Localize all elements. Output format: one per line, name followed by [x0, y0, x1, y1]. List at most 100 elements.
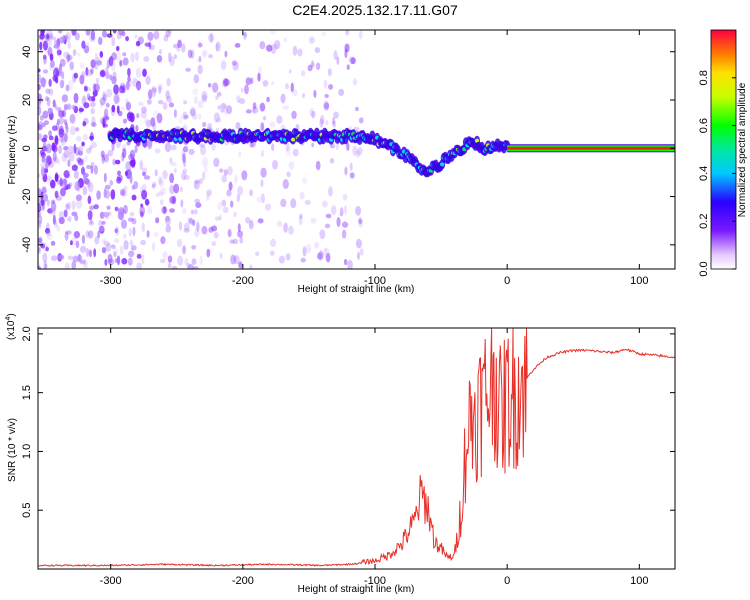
noise-blob [67, 255, 74, 260]
noise-blob [171, 265, 178, 269]
noise-blob [63, 103, 68, 111]
noise-blob [260, 193, 266, 204]
noise-blob [329, 157, 335, 164]
noise-blob [60, 187, 66, 197]
noise-blob [194, 198, 200, 204]
noise-blob [96, 190, 101, 200]
spectrogram-x-label: Height of straight line (km) [298, 284, 415, 295]
noise-blob [122, 52, 127, 57]
noise-blob [77, 158, 84, 166]
noise-blob [213, 231, 219, 239]
noise-blob [53, 156, 59, 164]
noise-blob [301, 177, 308, 184]
noise-blob [38, 236, 43, 244]
noise-blob [89, 219, 93, 224]
noise-blob [233, 211, 237, 218]
noise-blob [169, 184, 175, 195]
noise-blob [83, 155, 89, 163]
noise-blob [83, 258, 87, 266]
noise-blob [136, 113, 140, 119]
noise-blob [292, 45, 298, 56]
noise-blob [75, 127, 80, 132]
noise-blob [168, 30, 173, 35]
noise-blob [158, 176, 163, 185]
noise-blob [187, 49, 193, 59]
noise-blob [208, 33, 215, 43]
spectrogram-y-tick-label: 40 [21, 46, 33, 58]
noise-blob [201, 94, 208, 103]
noise-blob [93, 164, 98, 175]
noise-blob [38, 247, 42, 255]
noise-blob [87, 210, 93, 221]
noise-blob [266, 96, 270, 103]
noise-blob [154, 148, 161, 154]
noise-blob [298, 215, 303, 226]
snr-frame [37, 327, 676, 570]
noise-blob [229, 239, 235, 244]
noise-blob [64, 35, 69, 40]
noise-blob [181, 43, 186, 53]
noise-blob [202, 49, 208, 58]
noise-blob [58, 217, 65, 222]
noise-blob [134, 145, 138, 154]
noise-blob [177, 39, 182, 49]
noise-blob [321, 200, 328, 208]
noise-blob [355, 205, 362, 216]
noise-blob [310, 62, 316, 69]
noise-blob [59, 79, 65, 89]
noise-blob [47, 160, 55, 168]
noise-blob [144, 117, 148, 126]
noise-blob [54, 174, 59, 183]
noise-blob [343, 258, 348, 266]
spectrogram-frame [37, 29, 676, 270]
noise-blob [95, 60, 103, 66]
noise-blob [165, 30, 171, 38]
noise-blob [215, 118, 222, 123]
noise-blob [183, 158, 187, 168]
noise-blob [88, 249, 92, 258]
noise-blob [141, 222, 145, 233]
noise-blob [284, 37, 287, 43]
noise-blob [223, 104, 229, 115]
noise-blob [145, 75, 151, 85]
noise-blob [58, 63, 63, 74]
noise-blob [197, 100, 204, 109]
noise-blob [108, 56, 114, 67]
snr-y-tick-label: 0.5 [21, 503, 33, 518]
noise-blob [113, 93, 120, 105]
noise-blob [310, 217, 317, 224]
noise-blob [158, 86, 162, 94]
noise-blob [164, 215, 171, 226]
noise-blob [119, 59, 123, 67]
noise-blob [332, 120, 337, 128]
noise-blob [42, 40, 49, 51]
noise-blob [127, 250, 135, 258]
snr-y-label: SNR (10 * v/v) [7, 418, 18, 482]
noise-blob [90, 101, 96, 108]
noise-blob [129, 149, 136, 160]
noise-blob [40, 206, 45, 212]
noise-blob [330, 144, 336, 149]
noise-blob [271, 81, 275, 86]
noise-blob [70, 237, 78, 246]
noise-blob [292, 88, 298, 97]
noise-blob [224, 50, 228, 58]
noise-blob [84, 86, 92, 92]
noise-blob [121, 106, 126, 111]
noise-blob [199, 255, 203, 266]
noise-blob [260, 122, 265, 132]
noise-blob [201, 121, 207, 128]
noise-blob [64, 231, 69, 241]
noise-blob [342, 193, 348, 201]
noise-blob [143, 56, 150, 63]
noise-blob [42, 252, 48, 263]
noise-blob [193, 179, 199, 189]
noise-blob [141, 189, 148, 200]
noise-blob [134, 34, 138, 39]
noise-blob [57, 30, 63, 34]
noise-blob [309, 108, 315, 117]
noise-blob [82, 185, 88, 196]
noise-blob [38, 214, 43, 225]
noise-blob [163, 34, 169, 42]
noise-blob [122, 187, 128, 198]
